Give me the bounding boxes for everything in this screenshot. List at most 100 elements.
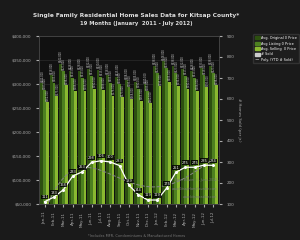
Bar [50,75,52,228]
Bar [62,71,65,228]
Text: $348,000: $348,000 [162,48,166,60]
Bar [168,82,171,228]
Bar [153,66,156,228]
Text: $298,000: $298,000 [64,72,68,84]
Text: $268,000: $268,000 [130,86,134,98]
Bar [181,69,184,228]
Bar [43,90,46,228]
Text: $303,000: $303,000 [108,70,112,81]
Text: 233: 233 [69,169,76,174]
Bar [202,75,206,228]
Bar [177,86,180,228]
Text: 298: 298 [88,156,95,160]
Bar [200,68,202,228]
Text: $290,000: $290,000 [186,76,190,87]
Text: $303,000: $303,000 [52,70,56,81]
Text: $288,000: $288,000 [102,77,106,88]
Bar [190,71,193,228]
Text: $286,000: $286,000 [195,78,200,89]
Bar [130,99,133,228]
Text: $260,000: $260,000 [148,90,153,102]
Bar [40,83,43,228]
Text: $328,000: $328,000 [190,57,194,69]
Text: $315,000: $315,000 [99,64,103,75]
Text: Brian Wilson  ©  June, 2012: Brian Wilson © June, 2012 [175,178,217,182]
Text: 19 Months (January  2011 - July 2012): 19 Months (January 2011 - July 2012) [80,22,193,26]
Text: $308,000: $308,000 [124,67,128,79]
Bar [175,73,177,228]
Bar [184,76,187,228]
Text: $305,000: $305,000 [167,69,171,80]
Text: $290,000: $290,000 [92,76,96,87]
Text: $338,000: $338,000 [208,53,213,64]
Text: 133: 133 [51,191,57,195]
Text: $338,000: $338,000 [152,53,156,64]
Text: $318,000: $318,000 [49,62,53,74]
Text: 251: 251 [172,166,179,170]
Text: $296,000: $296,000 [177,73,181,84]
Text: $313,000: $313,000 [71,65,75,76]
Bar [196,91,199,228]
Bar [206,87,208,228]
Bar [59,64,62,228]
Text: $318,000: $318,000 [105,62,110,74]
Text: $333,000: $333,000 [164,55,169,67]
Bar [156,73,158,228]
Text: 144: 144 [135,188,142,192]
Text: $290,000: $290,000 [136,76,140,87]
Bar [146,91,149,228]
Y-axis label: # Homes Sold (per jr.): # Homes Sold (per jr.) [238,98,242,142]
Text: $342,000: $342,000 [58,51,63,62]
Bar [212,73,215,228]
Text: $328,000: $328,000 [77,57,81,69]
Bar [100,77,102,228]
Bar [106,75,109,228]
Text: 285: 285 [201,159,207,163]
Bar [158,86,161,228]
Text: $287,000: $287,000 [43,77,46,89]
Text: $313,000: $313,000 [80,65,84,76]
Bar [74,91,77,228]
Text: $262,000: $262,000 [45,89,50,101]
Bar [172,66,175,228]
Bar [109,83,112,228]
Bar [140,101,142,228]
Text: 189: 189 [126,179,132,183]
Text: $330,000: $330,000 [96,57,100,68]
Text: 275: 275 [191,161,198,165]
Legend: Avg. Original 0 Price, Avg Listing 0 Price, Avg. Selling  0 Price, # Sold, Poly.: Avg. Original 0 Price, Avg Listing 0 Pri… [253,34,299,63]
Text: $286,000: $286,000 [74,78,78,89]
Text: $317,000: $317,000 [183,63,187,74]
Bar [128,87,130,228]
Bar [137,89,140,228]
Text: $327,000: $327,000 [61,58,65,70]
Text: 119: 119 [154,193,160,198]
Text: *Includes MFR, Condominiums & Manufactured Homes: *Includes MFR, Condominiums & Manufactur… [88,234,185,238]
Bar [209,66,212,228]
Bar [149,103,152,228]
Text: $265,000: $265,000 [139,88,143,99]
Bar [87,69,90,228]
Bar [81,78,83,228]
Text: $318,000: $318,000 [202,62,206,74]
Bar [187,89,190,228]
Text: $323,000: $323,000 [174,60,178,72]
Text: $332,000: $332,000 [180,55,184,67]
Text: $333,000: $333,000 [199,55,203,67]
Text: $300,000: $300,000 [143,71,147,83]
Text: 111: 111 [41,195,48,199]
Bar [97,70,100,228]
Bar [121,97,124,228]
Bar [193,78,196,228]
Text: $332,000: $332,000 [87,55,91,67]
Bar [78,71,81,228]
Text: $293,000: $293,000 [205,74,209,86]
Text: www.kitsaprealtor.com: www.kitsaprealtor.com [183,195,217,199]
Text: $338,000: $338,000 [171,53,175,64]
Bar [118,84,121,228]
Text: $273,000: $273,000 [120,84,124,96]
Text: 168: 168 [60,183,67,187]
Text: $300,000: $300,000 [118,71,122,83]
Text: $295,000: $295,000 [158,73,162,85]
Bar [68,71,71,228]
